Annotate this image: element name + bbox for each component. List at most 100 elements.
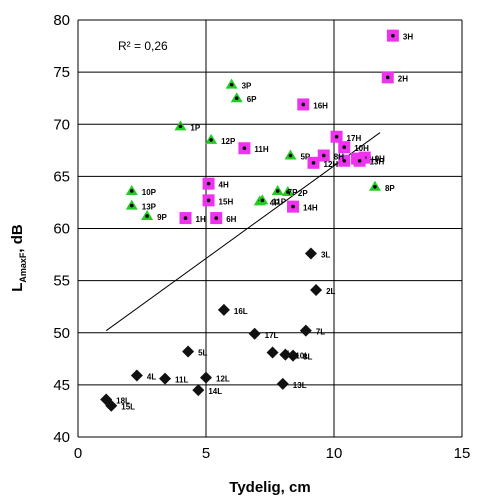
tick-labels: 40 45 50 55 60 65 70 75 80 0 5 10 15	[53, 12, 470, 462]
data-point: 12H	[307, 156, 338, 169]
data-point: 12L	[200, 371, 230, 384]
y-tick-label: 40	[53, 429, 70, 446]
marker-dot	[291, 204, 295, 209]
data-point: 13L	[276, 377, 307, 390]
point-label: 3L	[321, 251, 330, 260]
point-label: 8L	[303, 353, 312, 362]
point-label: 2P	[298, 189, 308, 198]
point-label: 3P	[242, 82, 252, 91]
point-label: 7H	[367, 156, 377, 165]
point-label: 14H	[303, 204, 318, 213]
point-label: 12P	[221, 137, 236, 146]
x-tick-label: 15	[454, 445, 471, 462]
point-label: 17L	[265, 331, 279, 340]
marker-dot	[183, 216, 188, 220]
diamond-marker	[182, 345, 195, 358]
data-point: 6P	[230, 92, 257, 104]
data-point: 4H	[202, 177, 229, 190]
data-point: 11H	[238, 142, 269, 155]
data-point: 13P	[125, 199, 157, 212]
data-point: 15H	[202, 194, 234, 207]
point-label: 15H	[219, 197, 234, 206]
diamond-marker	[310, 284, 323, 297]
data-point: 10P	[125, 184, 157, 197]
data-point: 2L	[310, 284, 336, 297]
point-label: 11P	[272, 197, 286, 206]
trendline	[105, 132, 381, 332]
diamond-marker	[248, 327, 261, 340]
data-point: 12P	[205, 133, 236, 146]
y-tick-label: 75	[53, 64, 70, 81]
point-label: 4L	[147, 372, 156, 381]
point-label: 1H	[196, 215, 206, 224]
diamond-marker	[217, 303, 230, 316]
data-point: 2P	[281, 186, 308, 198]
marker-dot	[334, 134, 339, 139]
diamond-marker	[287, 349, 300, 362]
diamond-marker	[200, 371, 212, 384]
marker-dot	[286, 190, 290, 194]
marker-dot	[288, 153, 293, 158]
data-point: 3L	[304, 247, 330, 260]
y-tick-label: 80	[53, 12, 70, 29]
point-label: 2H	[398, 74, 408, 83]
y-axis-label: LAmaxF, dB	[9, 224, 28, 292]
data-point: 17L	[248, 327, 279, 340]
y-tick-label: 50	[53, 325, 70, 342]
marker-dot	[129, 203, 134, 208]
data-points: 1P2P3P4P5P6P7P8P9P10P11P12P13P1H2H3H4H5H…	[100, 29, 413, 412]
gridlines	[77, 19, 463, 438]
diamond-marker	[100, 393, 113, 406]
marker-dot	[275, 189, 280, 193]
point-label: 6H	[226, 215, 236, 224]
diamond-marker	[192, 384, 205, 397]
point-label: 5L	[198, 349, 207, 358]
data-point: 16H	[297, 98, 328, 111]
point-label: 14L	[208, 387, 222, 396]
data-point: 6H	[210, 212, 237, 225]
data-point: 1H	[179, 212, 206, 225]
data-point: 3H	[386, 29, 413, 42]
diamond-marker	[299, 324, 312, 337]
data-point: 1P	[174, 120, 201, 132]
data-point: 9P	[141, 209, 168, 222]
data-point: 14H	[287, 200, 318, 213]
marker-dot	[311, 161, 316, 165]
y-axis-label-sub: AmaxF	[18, 252, 28, 283]
marker-dot	[214, 216, 219, 220]
diamond-marker	[279, 348, 292, 361]
data-point: 10L	[279, 348, 309, 361]
marker-dot	[321, 153, 326, 158]
diamond-marker	[159, 372, 172, 385]
point-label: 11L	[175, 376, 188, 385]
point-label: 9H	[375, 155, 385, 164]
marker-dot	[357, 158, 362, 163]
marker-dot	[260, 198, 265, 203]
point-label: 9P	[157, 213, 167, 222]
point-label: 4P	[270, 198, 280, 207]
point-label: 10H	[354, 144, 369, 153]
data-point: 5L	[182, 345, 208, 358]
data-point: 2H	[381, 71, 408, 84]
point-label: 16H	[313, 101, 328, 110]
point-label: 5P	[300, 153, 310, 162]
point-label: 3H	[403, 33, 413, 42]
x-tick-label: 0	[74, 445, 82, 462]
data-point: 13H	[353, 154, 384, 167]
marker-dot	[373, 185, 377, 189]
marker-dot	[385, 75, 390, 80]
data-point: 17H	[330, 130, 362, 143]
data-point: 8P	[368, 180, 395, 193]
x-axis-label: Tydelig, cm	[229, 479, 310, 496]
point-label: 15L	[121, 403, 135, 412]
diamond-marker	[130, 369, 143, 382]
point-label: 17H	[347, 134, 362, 143]
r-squared-annotation: R² = 0,26	[118, 39, 168, 53]
data-point: 7L	[299, 324, 325, 337]
point-label: 7P	[288, 188, 298, 197]
point-label: 7L	[316, 328, 325, 337]
point-label: 12L	[216, 375, 230, 384]
marker-dot	[206, 198, 211, 203]
data-point: 11P	[256, 194, 287, 206]
